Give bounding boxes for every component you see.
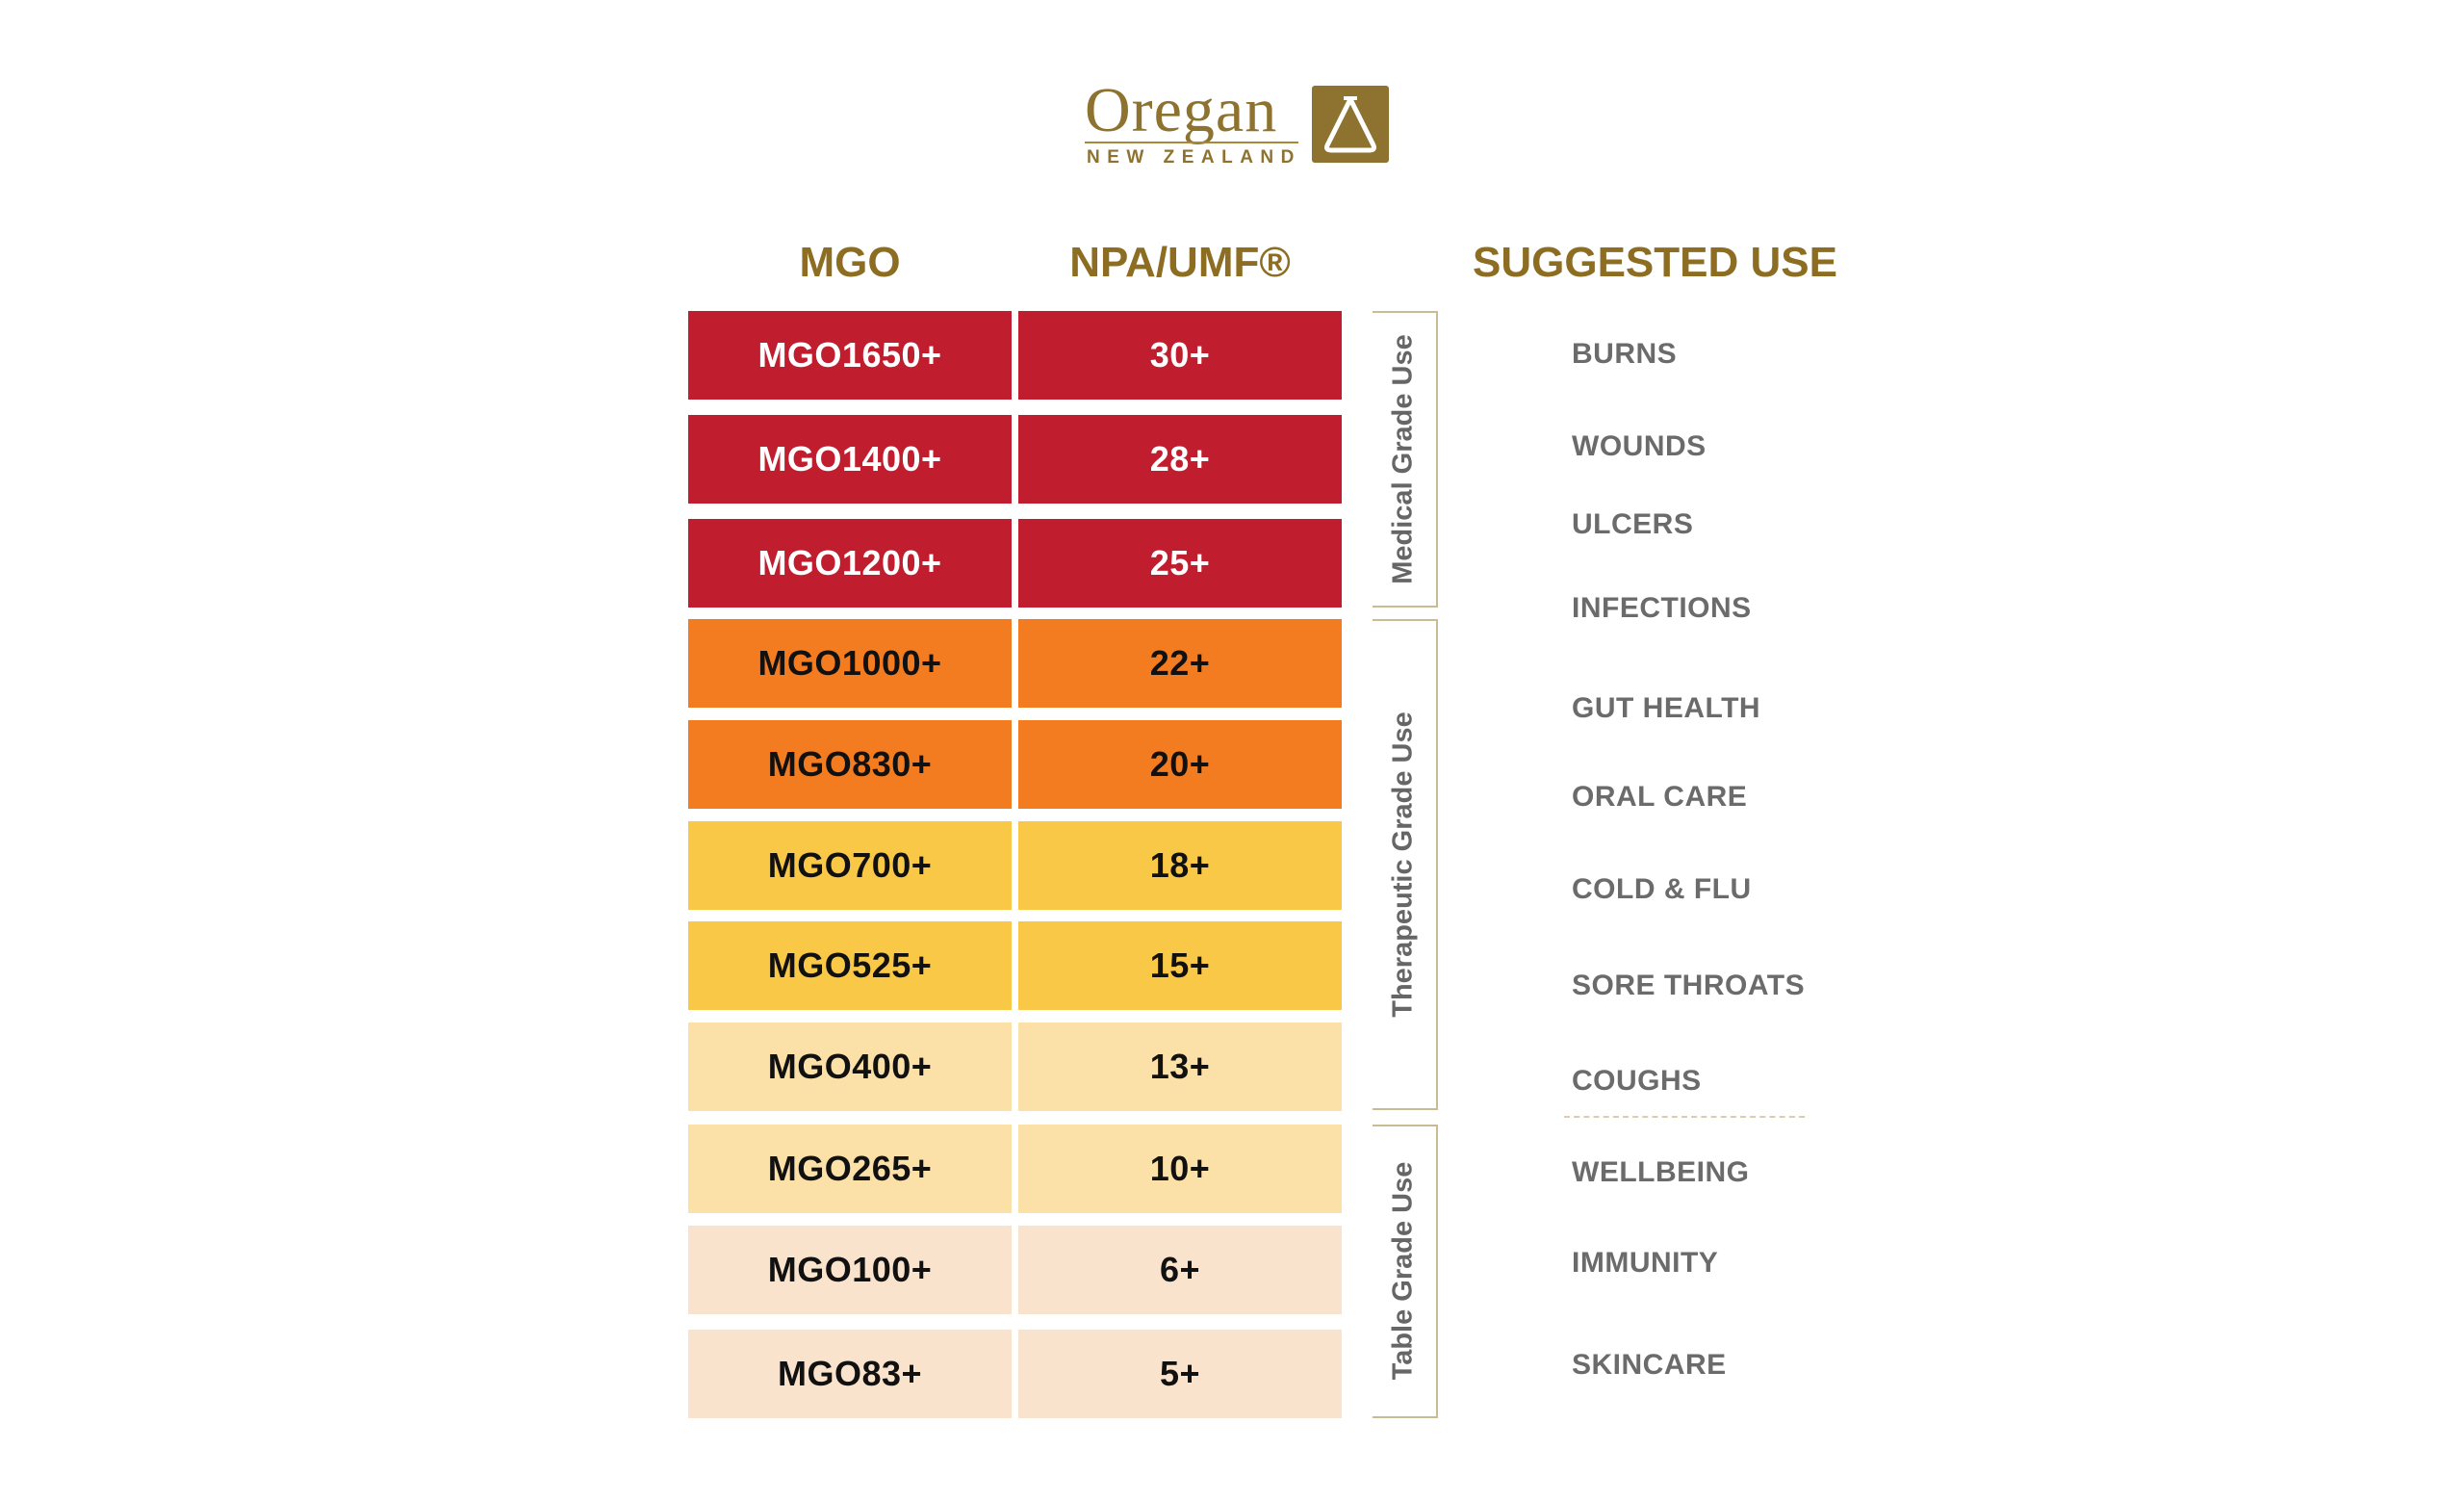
mgo-cell: MGO525+: [688, 921, 1012, 1010]
npa-cell: 10+: [1018, 1125, 1342, 1213]
use-item: BURNS: [1572, 338, 1678, 370]
mgo-cell: MGO100+: [688, 1226, 1012, 1314]
use-item: WOUNDS: [1572, 430, 1707, 462]
npa-cell: 6+: [1018, 1226, 1342, 1314]
mgo-cell: MGO1000+: [688, 619, 1012, 708]
mgo-cell: MGO830+: [688, 720, 1012, 809]
use-item: WELLBEING: [1572, 1156, 1750, 1188]
mgo-cell: MGO265+: [688, 1125, 1012, 1213]
suggested-use-header: SUGGESTED USE: [1473, 239, 1837, 286]
mgo-cell: MGO1400+: [688, 415, 1012, 504]
use-item: IMMUNITY: [1572, 1247, 1719, 1279]
table-grade-bracket: [1373, 1125, 1438, 1418]
medical-grade-label: Medical Grade Use: [1387, 334, 1419, 584]
use-divider: [1564, 1116, 1805, 1118]
npa-cell: 25+: [1018, 519, 1342, 608]
use-item: SKINCARE: [1572, 1349, 1727, 1381]
npa-cell: 15+: [1018, 921, 1342, 1010]
use-item: GUT HEALTH: [1572, 692, 1761, 724]
use-item: ULCERS: [1572, 508, 1694, 540]
mgo-cell: MGO400+: [688, 1022, 1012, 1111]
npa-cell: 18+: [1018, 821, 1342, 910]
use-item: COLD & FLU: [1572, 873, 1752, 905]
logo-rule: [1085, 142, 1298, 143]
use-item: SORE THROATS: [1572, 970, 1806, 1001]
use-item: INFECTIONS: [1572, 592, 1752, 624]
npa-cell: 30+: [1018, 311, 1342, 400]
medical-grade-bracket: [1373, 311, 1438, 608]
use-item: COUGHS: [1572, 1065, 1702, 1097]
npa-umf-column-header: NPA/UMF®: [1069, 239, 1291, 286]
mgo-cell: MGO1200+: [688, 519, 1012, 608]
npa-cell: 22+: [1018, 619, 1342, 708]
mgo-cell: MGO83+: [688, 1330, 1012, 1418]
conical-flask-icon: [1312, 86, 1389, 163]
therapeutic-grade-label: Therapeutic Grade Use: [1387, 712, 1419, 1018]
logo-subtitle: NEW ZEALAND: [1087, 147, 1301, 168]
npa-cell: 13+: [1018, 1022, 1342, 1111]
npa-cell: 28+: [1018, 415, 1342, 504]
use-item: ORAL CARE: [1572, 781, 1748, 813]
brand-logo: Oregan NEW ZEALAND: [1085, 75, 1412, 172]
mgo-cell: MGO700+: [688, 821, 1012, 910]
table-grade-label: Table Grade Use: [1387, 1161, 1419, 1381]
npa-cell: 5+: [1018, 1330, 1342, 1418]
logo-wordmark: Oregan: [1085, 75, 1278, 145]
mgo-column-header: MGO: [799, 239, 901, 286]
therapeutic-grade-bracket: [1373, 619, 1438, 1110]
mgo-cell: MGO1650+: [688, 311, 1012, 400]
npa-cell: 20+: [1018, 720, 1342, 809]
